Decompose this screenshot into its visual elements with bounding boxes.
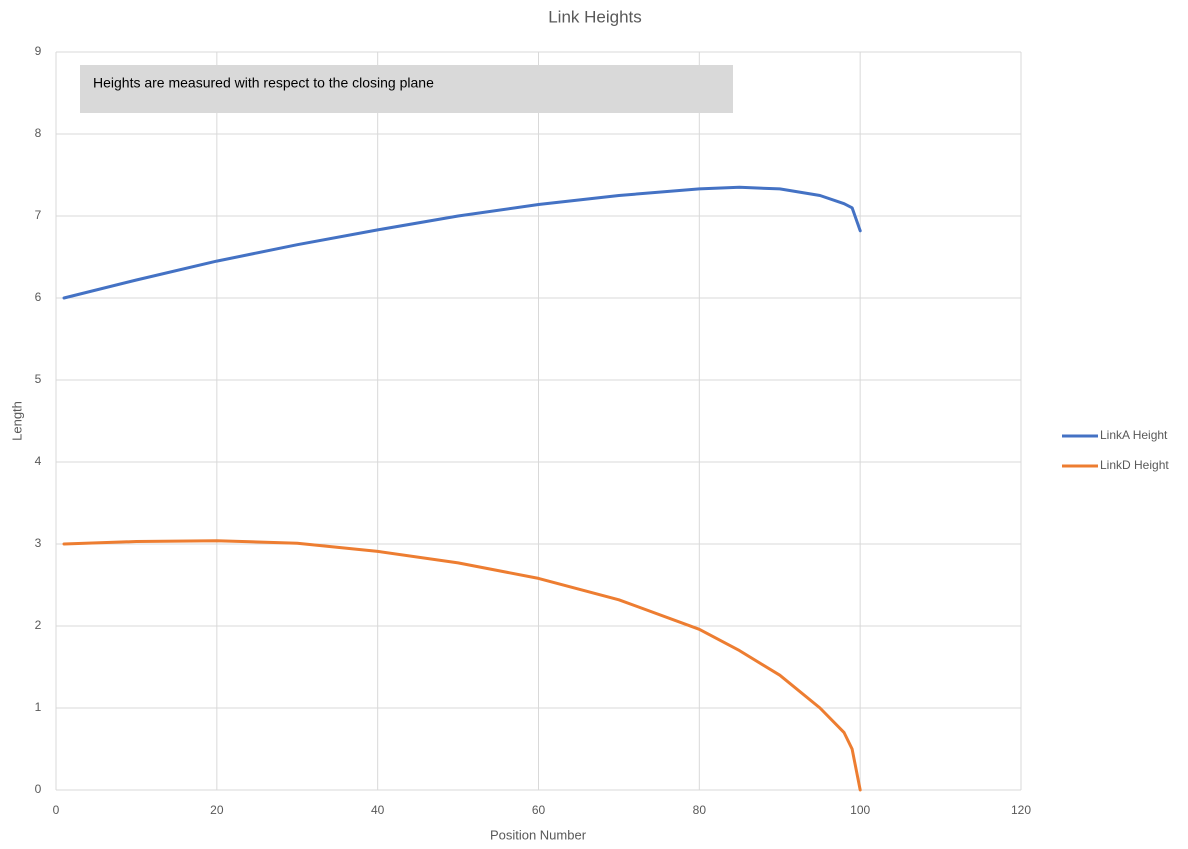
x-axis-title: Position Number [490, 827, 587, 842]
y-tick-label: 2 [35, 618, 42, 632]
line-series [62, 539, 862, 792]
y-axis-title: Length [9, 401, 24, 441]
x-tick-label: 0 [53, 803, 60, 817]
x-tick-label: 60 [532, 803, 546, 817]
y-tick-label: 6 [35, 290, 42, 304]
x-tick-label: 20 [210, 803, 224, 817]
y-tick-label: 8 [35, 126, 42, 140]
line-series [62, 185, 862, 300]
legend-label: LinkD Height [1100, 458, 1169, 472]
y-tick-label: 4 [35, 454, 42, 468]
y-tick-label: 7 [35, 208, 42, 222]
chart-title: Link Heights [548, 7, 642, 26]
grid [55, 51, 1022, 791]
y-tick-label: 9 [35, 44, 42, 58]
annotation: Heights are measured with respect to the… [93, 75, 434, 91]
y-tick-label: 5 [35, 372, 42, 386]
y-tick-label: 0 [35, 782, 42, 796]
y-tick-label: 3 [35, 536, 42, 550]
x-tick-label: 80 [693, 803, 707, 817]
x-tick-label: 40 [371, 803, 385, 817]
x-tick-label: 100 [850, 803, 870, 817]
annotation-box [80, 65, 733, 113]
y-tick-label: 1 [35, 700, 42, 714]
legend-label: LinkA Height [1100, 428, 1168, 442]
x-tick-label: 120 [1011, 803, 1031, 817]
